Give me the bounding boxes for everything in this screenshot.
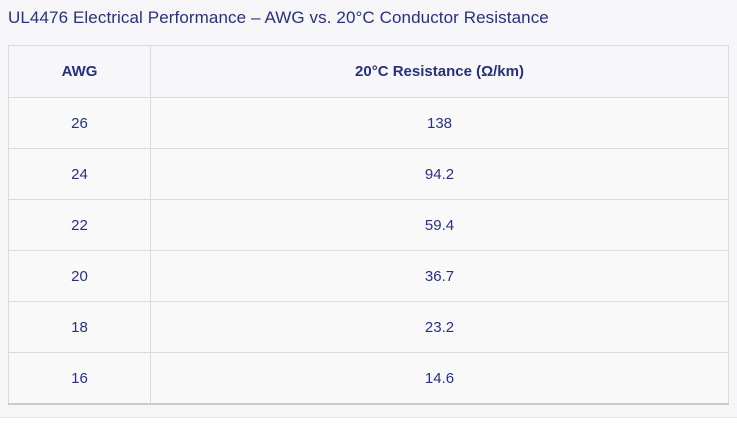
awg-cell: 26: [8, 97, 151, 150]
resistance-cell: 59.4: [150, 199, 729, 252]
table-header: AWG 20°C Resistance (Ω/km): [8, 45, 729, 99]
table-row: 22 59.4: [8, 199, 729, 252]
header-cell-resistance: 20°C Resistance (Ω/km): [150, 45, 729, 99]
resistance-cell: 138: [150, 97, 729, 150]
awg-cell: 24: [8, 148, 151, 201]
header-cell-awg: AWG: [8, 45, 151, 99]
header-row: AWG 20°C Resistance (Ω/km): [8, 45, 729, 99]
resistance-cell: 23.2: [150, 301, 729, 354]
page-title: UL4476 Electrical Performance – AWG vs. …: [8, 8, 549, 27]
table-row: 16 14.6: [8, 352, 729, 405]
resistance-cell: 14.6: [150, 352, 729, 405]
awg-cell: 22: [8, 199, 151, 252]
table-body: 26 138 24 94.2 22 59.4 20 36.7 18 23.2: [8, 97, 729, 405]
awg-cell: 18: [8, 301, 151, 354]
table-row: 20 36.7: [8, 250, 729, 303]
table-row: 24 94.2: [8, 148, 729, 201]
resistance-cell: 94.2: [150, 148, 729, 201]
table-row: 26 138: [8, 97, 729, 150]
spec-table: AWG 20°C Resistance (Ω/km) 26 138 24 94.…: [8, 45, 729, 405]
awg-cell: 20: [8, 250, 151, 303]
table-row: 18 23.2: [8, 301, 729, 354]
resistance-cell: 36.7: [150, 250, 729, 303]
awg-cell: 16: [8, 352, 151, 405]
